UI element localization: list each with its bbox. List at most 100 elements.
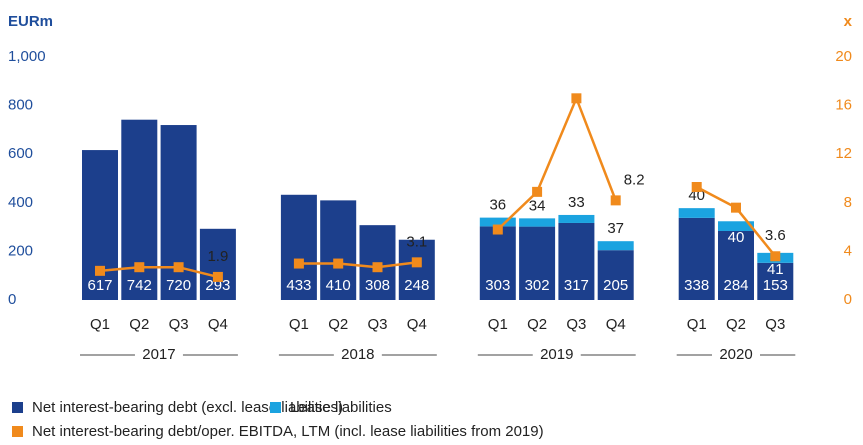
x-tick-label: Q2 bbox=[527, 316, 547, 333]
bar-label: 248 bbox=[404, 277, 429, 294]
bar-label: 720 bbox=[166, 277, 191, 294]
group-label: 2017 bbox=[142, 346, 175, 363]
line-marker bbox=[212, 271, 223, 282]
bar-label: 205 bbox=[603, 277, 628, 294]
line-marker bbox=[571, 93, 582, 104]
legend-swatch bbox=[12, 426, 23, 437]
bar bbox=[320, 200, 357, 300]
bar bbox=[479, 217, 516, 227]
bar-label: 37 bbox=[607, 220, 624, 237]
y-tick-label: 600 bbox=[8, 145, 33, 162]
bar-label: 41 bbox=[767, 261, 784, 278]
line-marker bbox=[372, 262, 383, 273]
y2-tick-label: 16 bbox=[835, 97, 852, 114]
line-label: 8.2 bbox=[624, 171, 645, 188]
x-tick-label: Q1 bbox=[488, 316, 508, 333]
bar bbox=[678, 217, 715, 300]
y-tick-label: 800 bbox=[8, 97, 33, 114]
y-tick-label: 400 bbox=[8, 194, 33, 211]
bar-label: 34 bbox=[529, 197, 546, 214]
bar bbox=[519, 218, 556, 227]
x-tick-label: Q3 bbox=[367, 316, 387, 333]
x-tick-label: Q3 bbox=[765, 316, 785, 333]
y2-axis-title: x bbox=[844, 13, 853, 30]
bar bbox=[479, 226, 516, 300]
line-label: 3.6 bbox=[765, 227, 786, 244]
legend-swatch bbox=[270, 402, 281, 413]
bar bbox=[519, 226, 556, 300]
bar bbox=[558, 222, 595, 300]
line-marker bbox=[173, 262, 184, 273]
y-tick-label: 200 bbox=[8, 242, 33, 259]
y2-tick-label: 20 bbox=[835, 48, 852, 65]
line bbox=[496, 94, 617, 231]
bar bbox=[678, 208, 715, 218]
line-marker bbox=[770, 251, 781, 262]
bar-label: 153 bbox=[763, 277, 788, 294]
y-axis-title: EURm bbox=[8, 13, 53, 30]
bar-label: 617 bbox=[87, 277, 112, 294]
bar-label: 317 bbox=[564, 277, 589, 294]
x-tick-label: Q2 bbox=[726, 316, 746, 333]
bar bbox=[199, 228, 236, 300]
x-tick-label: Q2 bbox=[129, 316, 149, 333]
bar bbox=[558, 214, 595, 223]
legend-label: Net interest-bearing debt (excl. lease l… bbox=[32, 399, 343, 416]
x-tick-label: Q1 bbox=[289, 316, 309, 333]
y-tick-label: 0 bbox=[8, 291, 16, 308]
bar-label: 36 bbox=[489, 197, 506, 214]
x-tick-label: Q1 bbox=[90, 316, 110, 333]
bar-label: 433 bbox=[286, 277, 311, 294]
y2-tick-label: 12 bbox=[835, 145, 852, 162]
y2-tick-label: 4 bbox=[844, 242, 852, 259]
line-marker bbox=[411, 257, 422, 268]
bar bbox=[597, 241, 634, 251]
bar-label: 303 bbox=[485, 277, 510, 294]
line-marker bbox=[691, 182, 702, 193]
x-tick-label: Q3 bbox=[169, 316, 189, 333]
bar bbox=[280, 194, 317, 300]
legend-swatch bbox=[12, 402, 23, 413]
bar-label: 742 bbox=[127, 277, 152, 294]
line-marker bbox=[610, 195, 621, 206]
x-tick-label: Q2 bbox=[328, 316, 348, 333]
bar-label: 284 bbox=[723, 277, 748, 294]
y2-tick-label: 0 bbox=[844, 291, 852, 308]
bar bbox=[160, 125, 197, 300]
x-tick-label: Q4 bbox=[606, 316, 626, 333]
line bbox=[99, 265, 219, 279]
bar-label: 33 bbox=[568, 194, 585, 211]
line-marker bbox=[333, 258, 344, 269]
y-tick-label: 1,000 bbox=[8, 48, 46, 65]
x-tick-label: Q1 bbox=[687, 316, 707, 333]
bar bbox=[398, 239, 435, 300]
line-label: 1.9 bbox=[207, 248, 228, 265]
bar-label: 293 bbox=[205, 277, 230, 294]
bar-label: 40 bbox=[728, 229, 745, 246]
x-tick-label: Q3 bbox=[566, 316, 586, 333]
legend-label: Net interest-bearing debt/oper. EBITDA, … bbox=[32, 423, 544, 440]
bar-label: 308 bbox=[365, 277, 390, 294]
bar-label: 410 bbox=[326, 277, 351, 294]
line-marker bbox=[134, 262, 145, 273]
line bbox=[298, 261, 417, 269]
legend-label: Lease liabilities bbox=[290, 399, 392, 416]
line-marker bbox=[95, 265, 105, 276]
bar-label: 338 bbox=[684, 277, 709, 294]
line-marker bbox=[492, 224, 503, 235]
x-tick-label: Q4 bbox=[407, 316, 427, 333]
bar-label: 302 bbox=[525, 277, 550, 294]
y2-tick-label: 8 bbox=[844, 194, 852, 211]
group-label: 2019 bbox=[540, 346, 573, 363]
group-label: 2018 bbox=[341, 346, 374, 363]
bar bbox=[121, 119, 158, 300]
group-label: 2020 bbox=[719, 346, 752, 363]
bar bbox=[757, 262, 794, 300]
bar bbox=[597, 250, 634, 300]
line-label: 3.1 bbox=[406, 233, 427, 250]
line-marker bbox=[532, 186, 543, 197]
line-marker bbox=[293, 258, 304, 269]
line-marker bbox=[731, 202, 741, 213]
x-tick-label: Q4 bbox=[208, 316, 228, 333]
